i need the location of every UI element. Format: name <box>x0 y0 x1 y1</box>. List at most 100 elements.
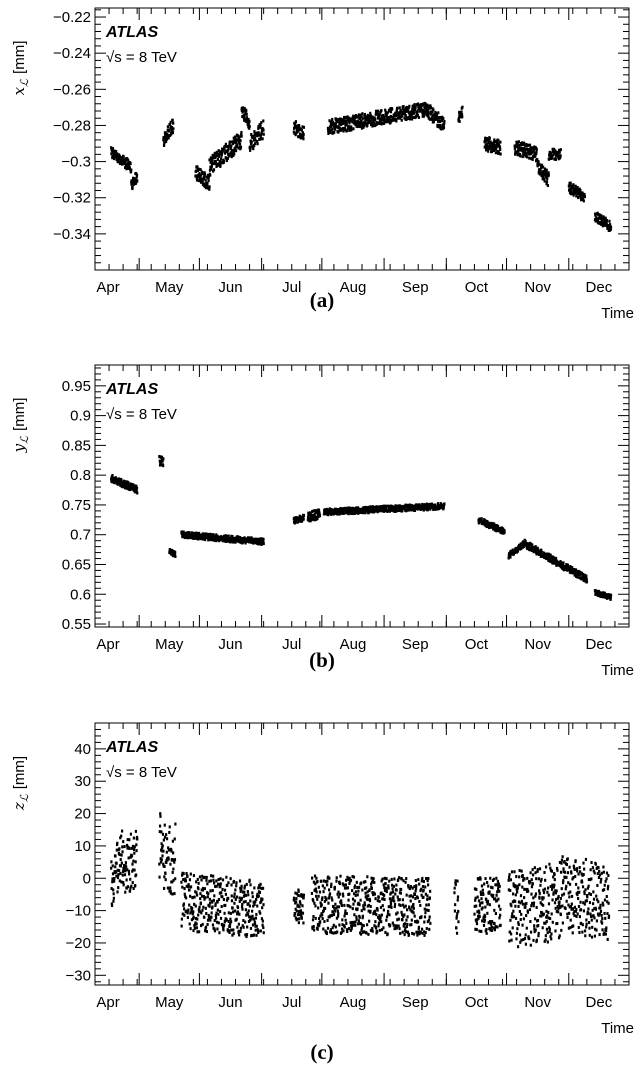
data-point <box>512 892 515 896</box>
data-point <box>334 122 337 126</box>
data-point <box>310 891 314 895</box>
data-point <box>301 904 304 908</box>
y-tick-label: 0.7 <box>70 527 91 544</box>
data-point <box>110 902 113 906</box>
data-point <box>180 880 183 884</box>
data-point <box>182 902 185 906</box>
data-point <box>119 836 122 840</box>
data-point <box>250 132 253 136</box>
data-point <box>331 117 334 121</box>
data-point <box>374 112 377 116</box>
data-point <box>388 897 392 901</box>
data-point <box>515 937 518 941</box>
data-point <box>200 924 203 928</box>
data-point <box>345 120 348 124</box>
data-point <box>160 830 163 834</box>
data-point <box>385 890 388 894</box>
data-point <box>371 115 374 119</box>
x-tick-label: Jun <box>218 279 242 296</box>
data-point <box>221 895 224 899</box>
data-point <box>411 112 414 116</box>
data-point <box>485 525 488 529</box>
data-point <box>521 923 524 927</box>
data-point <box>232 136 235 140</box>
data-point <box>432 108 435 112</box>
data-point <box>527 889 530 893</box>
data-point <box>226 883 229 887</box>
data-point <box>608 229 611 233</box>
data-point <box>537 171 540 175</box>
data-point <box>545 173 548 177</box>
data-point <box>491 149 494 153</box>
data-point <box>135 835 139 839</box>
data-point <box>412 902 415 906</box>
data-point <box>312 914 315 918</box>
data-point <box>116 477 119 481</box>
data-point <box>334 511 337 515</box>
data-point <box>394 924 397 928</box>
data-point <box>422 895 425 899</box>
data-point <box>395 883 398 887</box>
data-point <box>424 911 427 915</box>
data-point <box>293 521 297 525</box>
data-point <box>125 886 128 890</box>
data-point <box>482 923 486 927</box>
data-point <box>311 927 314 931</box>
data-point <box>338 923 341 927</box>
data-point <box>403 905 406 909</box>
data-point <box>185 896 188 900</box>
data-point <box>422 108 425 112</box>
data-point <box>353 884 357 888</box>
data-point <box>421 111 424 115</box>
data-point <box>173 858 177 862</box>
data-point <box>409 885 413 889</box>
data-point <box>244 900 247 904</box>
data-point <box>429 104 432 108</box>
data-point <box>167 136 170 140</box>
data-point <box>241 902 244 906</box>
data-point <box>366 123 369 127</box>
data-point <box>207 537 211 541</box>
data-point <box>414 920 417 924</box>
data-point <box>261 897 264 901</box>
data-point <box>426 920 429 924</box>
data-point <box>131 484 134 488</box>
data-point <box>217 912 220 916</box>
data-point <box>597 218 600 222</box>
data-point <box>408 894 411 898</box>
data-point <box>211 923 215 927</box>
data-point <box>384 120 388 124</box>
data-point <box>204 929 207 933</box>
data-point <box>385 114 388 118</box>
data-point <box>111 872 115 876</box>
data-point <box>372 891 375 895</box>
data-point <box>334 931 338 935</box>
data-point <box>184 877 187 881</box>
data-point <box>487 884 490 888</box>
data-point <box>379 905 383 909</box>
x-tick-label: Dec <box>586 279 613 296</box>
data-point <box>416 933 419 937</box>
data-point <box>162 457 165 461</box>
data-point <box>302 896 305 900</box>
data-point <box>241 109 245 113</box>
data-point <box>605 222 608 226</box>
data-point <box>376 899 379 903</box>
data-point <box>498 916 501 920</box>
data-point <box>126 486 129 490</box>
data-point <box>132 488 135 492</box>
data-point <box>423 907 426 911</box>
data-point <box>543 173 546 177</box>
data-point <box>121 845 124 849</box>
data-point <box>408 906 411 910</box>
data-point <box>171 118 174 122</box>
data-point <box>548 552 551 556</box>
data-point <box>216 534 219 538</box>
data-point <box>245 116 249 120</box>
y-tick-label: −0.34 <box>53 226 91 243</box>
data-point <box>213 918 216 922</box>
data-point <box>380 109 383 113</box>
data-point <box>297 893 300 897</box>
data-point <box>255 933 258 937</box>
data-point <box>377 924 380 928</box>
